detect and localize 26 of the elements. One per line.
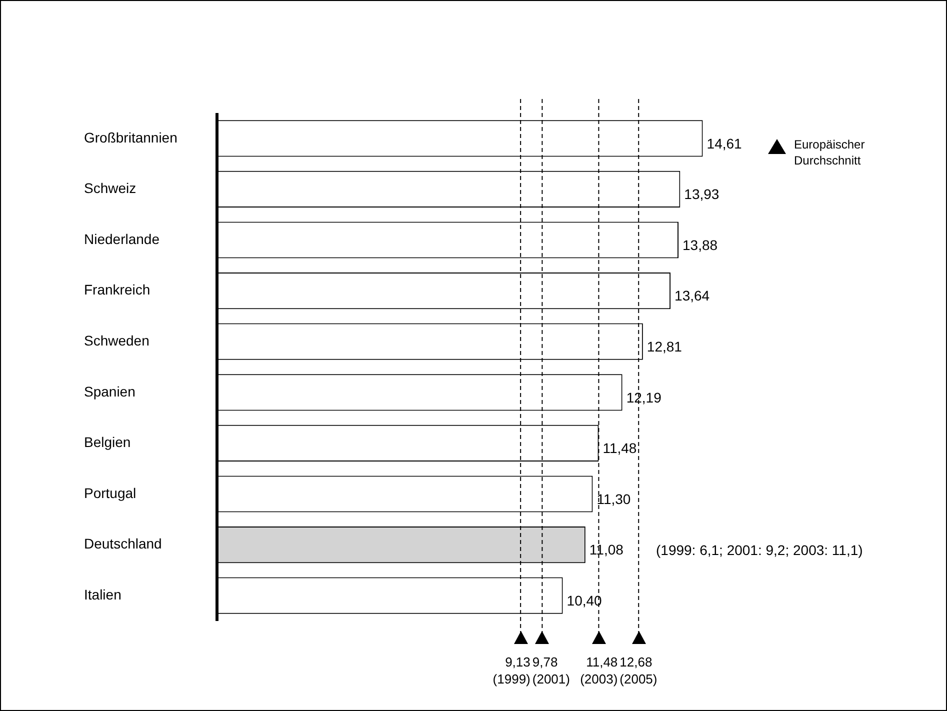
data-label: 11,30 [596,490,631,507]
y-tick-label: Spanien [84,383,136,400]
y-tick-label: Niederlande [84,230,160,247]
y-tick-label: Frankreich [84,282,150,298]
text: Europäischer Durchschnitt [794,137,865,168]
ref-line-label: 9,13 (1999) [492,654,530,687]
data-label: 13,64 [674,288,710,304]
y-tick-label: Italien [84,586,122,602]
data-label: 11,48 [602,440,637,456]
ref-line-label: 9,78 (2001) [532,654,570,687]
y-tick-label: Schweden [84,332,150,348]
y-tick-label: Portugal [84,484,136,501]
y-tick-label: Schweiz [84,180,136,196]
data-label: 13,93 [684,186,720,202]
ref-line-label: 12,68 (2005) [620,654,658,687]
data-label: 13,88 [682,236,718,253]
data-label: 10,40 [566,592,602,608]
data-label: 11,08 [589,542,624,558]
data-label: 12,81 [646,338,682,354]
y-tick-label: Deutschland [84,536,162,552]
y-tick-label: Großbritannien [84,129,178,146]
data-label: 14,61 [706,135,742,152]
annotation: (1999: 6,1; 2001: 9,2; 2003: 11,1) [656,542,863,558]
y-tick-label: Belgien [84,434,131,450]
ref-line-label: 11,48 (2003) [580,654,618,687]
data-label: 12,19 [626,389,662,406]
